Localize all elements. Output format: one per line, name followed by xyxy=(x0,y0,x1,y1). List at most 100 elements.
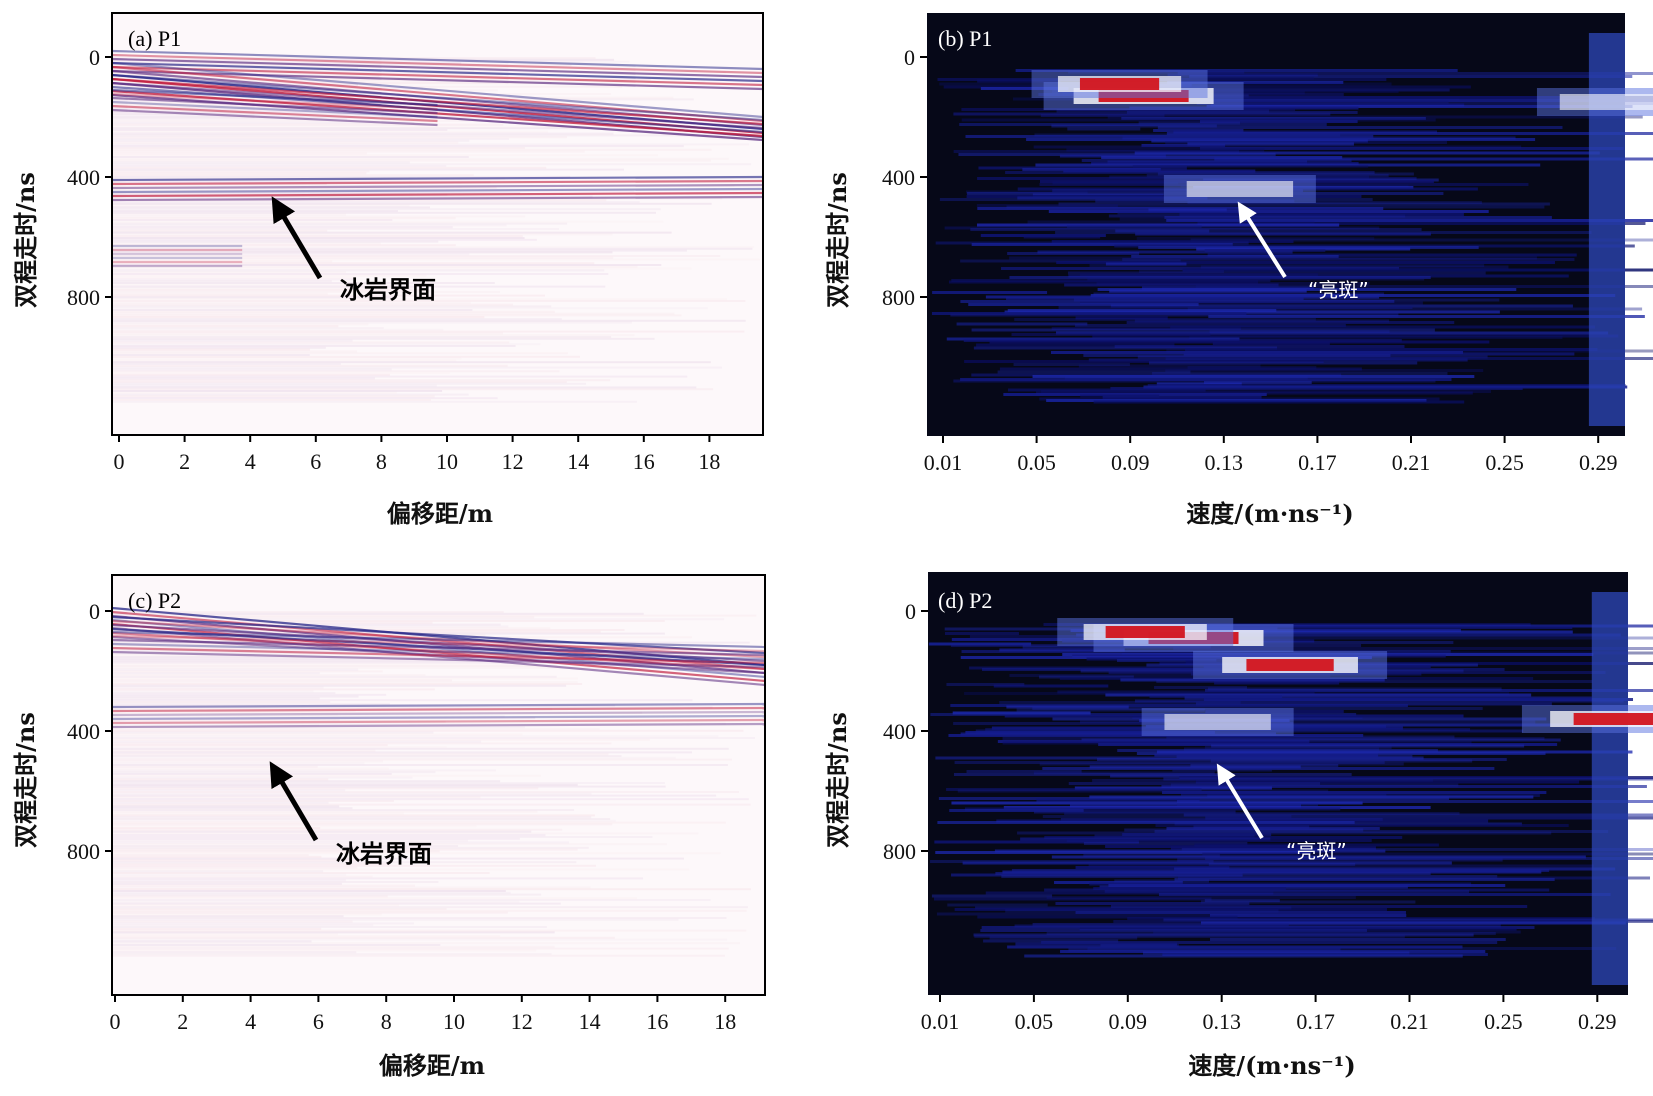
noise-stripe xyxy=(112,152,367,155)
spectrum-streak xyxy=(1097,288,1517,291)
noise-stripe xyxy=(112,803,751,806)
spectrum-streak xyxy=(1174,878,1555,881)
noise-stripe xyxy=(112,339,353,342)
noise-stripe xyxy=(112,776,413,779)
spectrum-streak xyxy=(1005,171,1375,174)
noise-stripe xyxy=(112,765,318,768)
spectrum-streak xyxy=(1206,105,1633,108)
noise-stripe xyxy=(112,294,546,297)
reflector-line xyxy=(111,65,764,123)
spectrum-streak xyxy=(1017,196,1208,200)
noise-stripe xyxy=(112,915,344,918)
noise-stripe xyxy=(112,269,605,272)
spectrum-streak xyxy=(1169,96,1653,99)
noise-stripe xyxy=(112,681,578,684)
spectrum-streak xyxy=(1205,857,1653,860)
noise-stripe xyxy=(112,711,643,714)
spectrum-streak xyxy=(1051,327,1241,330)
noise-stripe xyxy=(112,352,568,355)
spectrum-streak xyxy=(997,370,1191,374)
reflector-line xyxy=(111,53,764,75)
noise-stripe xyxy=(112,749,376,752)
spectrum-streak xyxy=(1088,864,1594,868)
spectrum-streak xyxy=(1208,863,1356,866)
noise-stripe xyxy=(112,611,504,613)
noise-stripe xyxy=(112,879,346,882)
noise-stripe xyxy=(112,735,719,738)
reflector-line xyxy=(111,69,764,91)
noise-stripe xyxy=(112,184,735,187)
panel-c-arrow xyxy=(269,761,319,842)
noise-stripe xyxy=(112,330,745,333)
noise-stripe xyxy=(112,118,348,121)
x-tick-label: 0.13 xyxy=(1202,1009,1241,1034)
spectrum-streak xyxy=(953,112,1331,116)
noise-stripe xyxy=(112,715,505,718)
noise-stripe xyxy=(112,904,400,907)
spectrum-streak xyxy=(1204,746,1392,749)
edge-column xyxy=(1591,592,1628,985)
noise-stripe xyxy=(112,674,426,676)
panel-a-x-ticks: 0 2 4 6 8 10 12 14 16 18 xyxy=(114,435,720,474)
noise-stripe xyxy=(112,370,560,373)
x-tick-label: 16 xyxy=(633,449,655,474)
noise-stripe xyxy=(112,235,523,238)
spectrum-streak xyxy=(974,935,1405,938)
spectrum-streak xyxy=(1187,307,1643,311)
noise-stripe xyxy=(112,848,578,851)
noise-stripe xyxy=(112,350,358,353)
noise-stripe xyxy=(112,233,613,236)
spectrum-streak xyxy=(1187,142,1354,146)
noise-stripe xyxy=(112,737,755,739)
spectrum-streak xyxy=(1149,361,1418,365)
spectrum-streak xyxy=(1204,899,1280,902)
noise-stripe xyxy=(112,909,747,912)
spectrum-streak xyxy=(1083,354,1391,357)
reflector-line xyxy=(111,92,438,111)
spectrum-streak xyxy=(1007,945,1463,949)
noise-stripe xyxy=(112,859,361,862)
noise-stripe xyxy=(112,364,508,367)
noise-stripe xyxy=(112,226,453,229)
noise-stripe xyxy=(112,136,567,139)
noise-stripe xyxy=(112,132,614,135)
noise-stripe xyxy=(112,814,595,817)
reflector-line xyxy=(111,646,766,665)
spectrum-streak xyxy=(1057,690,1315,694)
x-tick-label: 0.25 xyxy=(1485,450,1524,475)
spectrum-streak xyxy=(1051,124,1217,128)
x-tick-label: 6 xyxy=(310,449,321,474)
noise-stripe xyxy=(112,377,375,380)
noise-stripe xyxy=(112,618,725,621)
noise-stripe xyxy=(112,870,324,873)
panel-c-ylabel: 双程走时/ns xyxy=(11,712,40,848)
noise-stripe xyxy=(112,67,359,70)
noise-stripe xyxy=(112,663,525,666)
noise-stripe xyxy=(112,666,673,669)
noise-stripe xyxy=(112,148,712,151)
noise-stripe xyxy=(112,791,740,793)
panel-c-x-ticks: 0 2 4 6 8 10 12 14 16 18 xyxy=(110,995,736,1034)
spectrum-streak xyxy=(1134,699,1624,703)
noise-stripe xyxy=(112,58,615,61)
noise-stripe xyxy=(112,827,321,829)
noise-stripe xyxy=(112,361,711,364)
noise-stripe xyxy=(112,129,448,131)
spectrum-streak xyxy=(1166,132,1653,135)
x-tick-label: 14 xyxy=(567,449,589,474)
noise-stripe xyxy=(112,933,339,936)
noise-stripe xyxy=(112,165,447,167)
noise-stripe xyxy=(112,301,471,304)
y-tick-label: 0 xyxy=(89,599,100,624)
spectrum-streak xyxy=(1006,297,1304,300)
reflector-line xyxy=(111,714,766,721)
spectrum-streak xyxy=(959,123,1327,126)
spectrum-streak xyxy=(976,204,1118,207)
noise-stripe xyxy=(112,80,706,83)
noise-stripe xyxy=(112,949,537,952)
noise-stripe xyxy=(112,882,342,885)
spectrum-streak xyxy=(1058,202,1550,206)
spectrum-streak xyxy=(931,894,1053,898)
noise-stripe xyxy=(112,729,744,732)
